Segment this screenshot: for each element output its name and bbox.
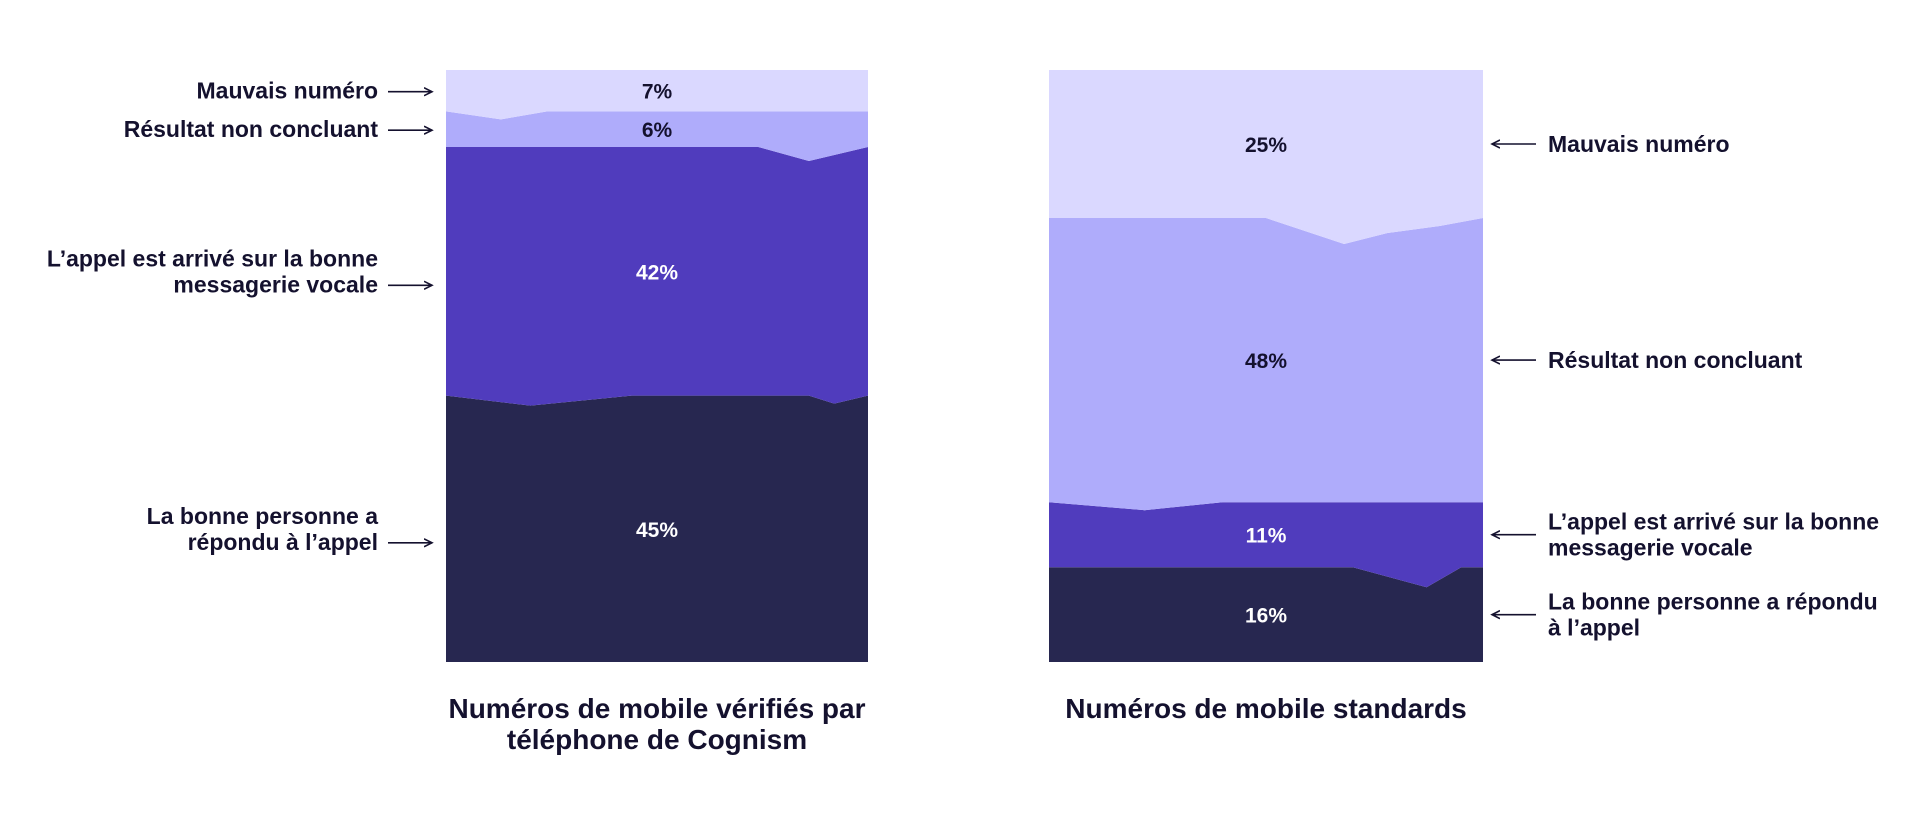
chart-caption-line: Numéros de mobile vérifiés par <box>448 693 865 724</box>
legend-label-line: répondu à l’appel <box>188 529 378 555</box>
legend-label: Mauvais numéro <box>1492 131 1730 157</box>
bar-segment-bonne-personne <box>446 395 868 662</box>
bar-segment-mauvais-numero <box>1049 70 1483 244</box>
data-label: 45% <box>636 519 678 542</box>
chart-caption: Numéros de mobile vérifiés partéléphone … <box>448 693 865 755</box>
legend-label-line: Résultat non concluant <box>1548 347 1803 373</box>
data-label: 6% <box>642 119 673 142</box>
legend-label-line: messagerie vocale <box>1548 535 1753 561</box>
legend-label-line: Mauvais numéro <box>197 78 379 104</box>
legend-label-line: Mauvais numéro <box>1548 131 1730 157</box>
legend-label-line: La bonne personne a répondu <box>1548 589 1878 615</box>
bar-segment-bonne-personne <box>1049 567 1483 662</box>
chart-caption-line: téléphone de Cognism <box>507 724 807 755</box>
chart-caption-line: Numéros de mobile standards <box>1065 693 1466 724</box>
legend-label: L’appel est arrivé sur la bonnemessageri… <box>47 245 432 297</box>
legend-label-line: L’appel est arrivé sur la bonne <box>47 245 378 271</box>
legend-label-line: à l’appel <box>1548 615 1640 641</box>
legend-label: Mauvais numéro <box>197 78 433 104</box>
bar-segment-resultat-non-concluant <box>446 111 868 161</box>
legend-label-line: Résultat non concluant <box>124 116 379 142</box>
legend-label: Résultat non concluant <box>124 116 432 142</box>
bar-segment-resultat-non-concluant <box>1049 218 1483 511</box>
data-label: 16% <box>1245 605 1287 628</box>
data-label: 7% <box>642 81 673 104</box>
bar-segment-messagerie-vocale <box>1049 502 1483 588</box>
data-label: 11% <box>1246 525 1287 548</box>
legend-label-line: La bonne personne a <box>147 503 379 529</box>
legend-label-line: messagerie vocale <box>173 271 378 297</box>
bar-segment-mauvais-numero <box>446 70 868 120</box>
legend-label: L’appel est arrivé sur la bonnemessageri… <box>1492 509 1879 561</box>
data-label: 25% <box>1245 134 1287 157</box>
legend-label: Résultat non concluant <box>1492 347 1803 373</box>
data-label: 48% <box>1245 350 1287 373</box>
data-label: 42% <box>636 261 678 284</box>
chart-caption: Numéros de mobile standards <box>1065 693 1466 724</box>
legend-label-line: L’appel est arrivé sur la bonne <box>1548 509 1879 535</box>
bar-segment-messagerie-vocale <box>446 147 868 406</box>
